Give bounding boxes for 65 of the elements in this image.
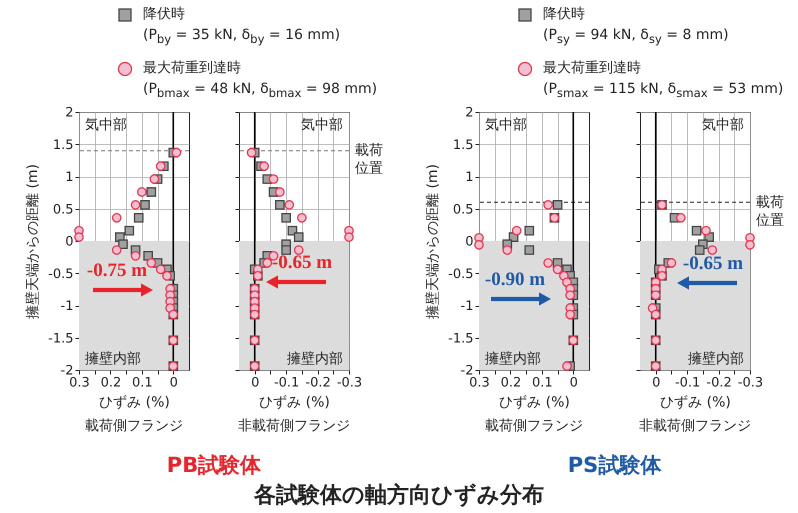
annotation: 気中部 xyxy=(485,117,527,133)
y-tick-label: -1.5 xyxy=(448,331,474,346)
legend-label: 降伏時 (P$_{sy}$ = 94 kN, δ$_{sy}$ = 8 mm) xyxy=(543,5,729,48)
y-tick-label: -2 xyxy=(60,364,74,378)
x-tick-label: 0.2 xyxy=(100,376,122,390)
band-label: 擁壁内部 xyxy=(688,351,744,367)
x-tick-label: 0.1 xyxy=(532,376,553,390)
y-tick-label: 0 xyxy=(65,234,74,250)
band-label: 擁壁内部 xyxy=(485,351,541,367)
band-label: 擁壁内部 xyxy=(287,351,343,367)
annotation: -0.90 m xyxy=(484,269,546,290)
legend-label: 最大荷重到達時 (P$_{bmax}$ = 48 kN, δ$_{bmax}$ = 98 mm) xyxy=(143,58,378,102)
x-tick-label: -0.3 xyxy=(738,376,764,390)
y-tick-label: -1 xyxy=(460,299,474,314)
annotation: -0.65 m xyxy=(272,252,332,273)
x-axis-title: ひずみ (%) xyxy=(499,394,570,410)
y-axis-title: 擁壁天端からの距離 (m) xyxy=(25,164,42,320)
x-tick-label: -0.3 xyxy=(336,376,362,390)
text: 載荷側フランジ xyxy=(485,418,583,434)
x-tick-label: -0.1 xyxy=(674,376,700,390)
legend-label: 最大荷重到達時 (P$_{smax}$ = 115 kN, δ$_{smax}$ = 53 mm) xyxy=(543,58,784,102)
y-tick-label: -0.5 xyxy=(48,266,74,282)
x-tick-label: 0 xyxy=(652,376,660,390)
text: 非載荷側フランジ xyxy=(238,418,350,434)
y-tick-label: 1 xyxy=(65,170,74,185)
y-tick-label: -2 xyxy=(460,364,474,378)
x-tick-label: 0.3 xyxy=(469,376,490,390)
x-axis-title: ひずみ (%) xyxy=(259,394,330,410)
y-tick-label: 0 xyxy=(465,234,474,250)
y-tick-label: 1 xyxy=(465,170,474,185)
annotation: -0.75 m xyxy=(86,260,148,281)
x-tick-label: -0.1 xyxy=(274,376,300,390)
text: 各試験体の軸方向ひずみ分布 xyxy=(254,482,544,510)
y-axis-title: 擁壁天端からの距離 (m) xyxy=(425,164,442,320)
y-tick-label: 2 xyxy=(65,106,74,120)
annotation: 気中部 xyxy=(301,117,343,133)
x-tick-label: 0 xyxy=(170,376,178,390)
text: 非載荷側フランジ xyxy=(639,418,751,434)
legend-label: 降伏時 (P$_{by}$ = 35 kN, δ$_{by}$ = 16 mm) xyxy=(143,5,340,48)
ref-line-label: 載荷位置 xyxy=(355,142,383,177)
y-tick-label: 2 xyxy=(465,106,474,120)
annotation: 気中部 xyxy=(85,117,127,133)
annotation: -0.65 m xyxy=(682,253,744,274)
text: PB試験体 xyxy=(166,452,262,479)
y-tick-label: -0.5 xyxy=(448,266,474,282)
x-tick-label: 0.3 xyxy=(69,376,90,390)
x-axis-title: ひずみ (%) xyxy=(660,394,731,410)
y-tick-label: -1.5 xyxy=(48,331,74,346)
x-tick-label: 0.1 xyxy=(132,376,153,390)
y-tick-label: 0.5 xyxy=(52,202,74,218)
band-label: 擁壁内部 xyxy=(85,351,141,367)
ref-line-label: 載荷位置 xyxy=(756,194,784,228)
x-tick-label: 0.2 xyxy=(500,376,522,390)
x-tick-label: -0.2 xyxy=(305,376,331,390)
y-tick-label: 1.5 xyxy=(452,138,474,153)
x-tick-label: 0 xyxy=(251,376,260,390)
y-tick-label: 1.5 xyxy=(52,138,74,153)
y-tick-label: -1 xyxy=(60,299,74,314)
text: PS試験体 xyxy=(568,452,662,479)
annotation: 気中部 xyxy=(702,117,744,133)
x-axis-title: ひずみ (%) xyxy=(99,394,170,410)
x-tick-label: 0 xyxy=(570,376,578,390)
x-tick-label: -0.2 xyxy=(706,376,732,390)
text: 載荷側フランジ xyxy=(85,418,183,434)
y-tick-label: 0.5 xyxy=(452,202,474,218)
